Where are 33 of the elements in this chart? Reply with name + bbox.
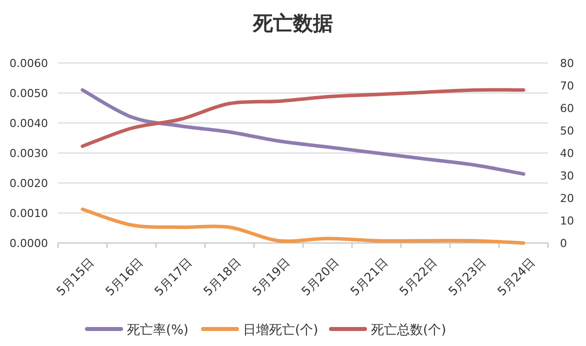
chart-title: 死亡数据 [252,11,333,35]
line-series [80,208,526,245]
x-tick-label: 5月23日 [446,255,489,299]
y2-tick-label: 80 [560,57,574,70]
y2-tick-label: 30 [560,170,574,182]
y-tick-label: 0.0010 [10,207,48,220]
y-tick-label: 0.0030 [10,147,48,160]
y2-tick-label: 10 [560,214,574,228]
y2-tick-label: 20 [560,192,574,205]
y2-tick-label: 60 [560,102,574,115]
y-tick-label: 0.0040 [10,117,48,130]
x-tick-label: 5月17日 [152,255,195,299]
y-tick-label: 0.0020 [10,177,48,190]
y2-tick-label: 70 [560,80,574,92]
x-tick-label: 5月15日 [54,255,97,299]
y2-tick-label: 0 [560,237,567,250]
x-tick-label: 5月24日 [494,255,538,299]
legend-label: 死亡总数(个) [371,322,446,338]
x-tick-label: 5月21日 [348,255,391,299]
y2-tick-label: 50 [560,124,574,138]
x-tick-label: 5月22日 [396,255,440,299]
legend-label: 死亡率(%) [127,322,188,338]
x-tick-label: 5月19日 [250,255,293,299]
x-tick-label: 5月20日 [298,255,342,299]
y-tick-label: 0.0060 [10,57,48,70]
y-tick-label: 0.0000 [10,237,48,250]
x-tick-label: 5月18日 [200,255,244,299]
y-tick-label: 0.0050 [10,87,48,100]
line-series [80,88,526,148]
legend-label: 日增死亡(个) [243,322,318,338]
x-tick-label: 5月16日 [102,255,146,299]
line-series [80,88,526,176]
y2-tick-label: 40 [560,147,574,160]
